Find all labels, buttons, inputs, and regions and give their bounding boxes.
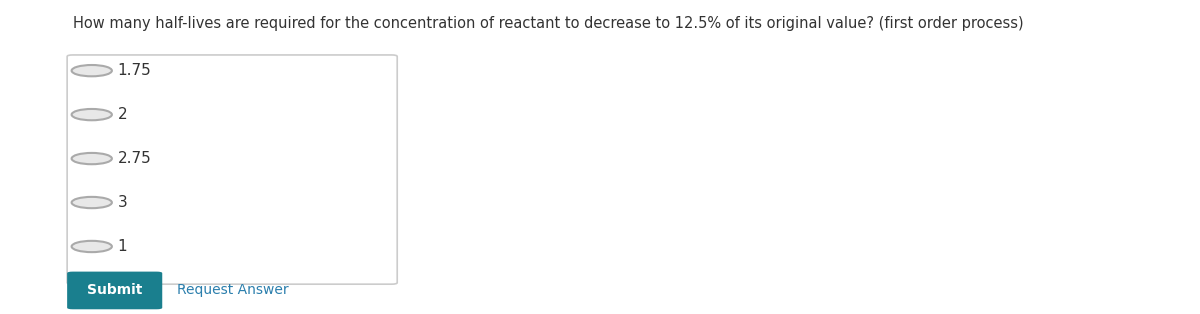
Text: 2: 2: [118, 107, 127, 122]
Text: 2.75: 2.75: [118, 151, 151, 166]
Text: How many half-lives are required for the concentration of reactant to decrease t: How many half-lives are required for the…: [73, 16, 1024, 31]
Text: Submit: Submit: [88, 284, 143, 297]
Text: 3: 3: [118, 195, 127, 210]
Circle shape: [72, 241, 112, 252]
FancyBboxPatch shape: [67, 55, 397, 284]
FancyBboxPatch shape: [67, 272, 162, 309]
Circle shape: [72, 109, 112, 120]
Circle shape: [72, 153, 112, 164]
Circle shape: [72, 197, 112, 208]
Text: 1: 1: [118, 239, 127, 254]
Circle shape: [72, 65, 112, 76]
Text: Request Answer: Request Answer: [176, 284, 288, 297]
Text: 1.75: 1.75: [118, 63, 151, 78]
